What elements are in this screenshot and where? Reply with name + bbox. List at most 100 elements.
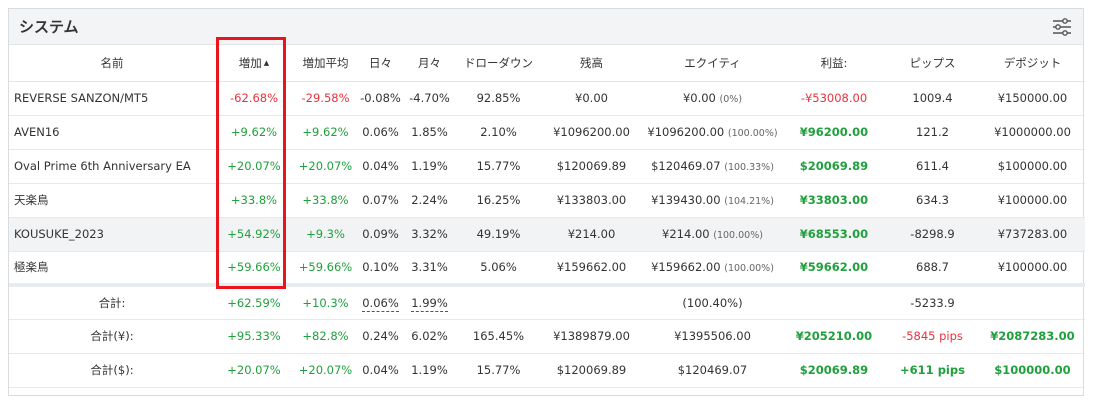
sliders-icon[interactable]: [1051, 17, 1073, 37]
daily-value: 0.09%: [358, 217, 403, 252]
total-deposit: ¥2087283.00: [980, 319, 1085, 354]
equity-cell: ¥1096200.00 (100.00%): [642, 115, 783, 150]
table-row[interactable]: AVEN16 +9.62% +9.62% 0.06% 1.85% 2.10% ¥…: [9, 115, 1085, 150]
col-header-monthly[interactable]: 月々: [403, 45, 456, 82]
equity-cell: $120469.07 (100.33%): [642, 149, 783, 184]
total-balance: ¥1389879.00: [541, 319, 642, 354]
table-row[interactable]: KOUSUKE_2023 +54.92% +9.3% 0.09% 3.32% 4…: [9, 217, 1085, 252]
sort-ascending-icon: ▲: [263, 59, 270, 68]
col-header-increase-avg[interactable]: 増加平均: [293, 45, 358, 82]
total-balance: [541, 285, 642, 320]
col-header-drawdown[interactable]: ドローダウン: [456, 45, 541, 82]
total-pips: -5845 pips: [885, 319, 980, 354]
profit-value: -¥53008.00: [783, 81, 885, 116]
total-monthly[interactable]: 1.99%: [411, 295, 448, 312]
drawdown-value: 5.06%: [456, 251, 541, 287]
deposit-value: ¥100000.00: [980, 183, 1085, 218]
total-increase: +20.07%: [215, 353, 293, 388]
col-header-increase[interactable]: 増加 ▲: [215, 45, 293, 82]
pips-value: 121.2: [885, 115, 980, 150]
drawdown-value: 2.10%: [456, 115, 541, 150]
equity-percent: (100.00%): [713, 230, 763, 241]
system-name[interactable]: 極楽鳥: [9, 251, 215, 287]
table-row[interactable]: 天楽鳥 +33.8% +33.8% 0.07% 2.24% 16.25% ¥13…: [9, 183, 1085, 218]
total-drawdown: [456, 285, 541, 320]
total-profit: ¥205210.00: [783, 319, 885, 354]
panel-header: システム: [9, 9, 1083, 45]
monthly-value: 2.24%: [403, 183, 456, 218]
col-header-daily[interactable]: 日々: [358, 45, 403, 82]
monthly-value: 3.32%: [403, 217, 456, 252]
system-name[interactable]: AVEN16: [9, 115, 215, 150]
equity-percent: (100.00%): [727, 128, 778, 139]
increase-value: +9.62%: [215, 115, 293, 150]
totals-row-usd: 合計($): +20.07% +20.07% 0.04% 1.19% 15.77…: [9, 353, 1085, 388]
col-header-name[interactable]: 名前: [9, 45, 215, 82]
equity-value: ¥139430.00: [651, 193, 721, 207]
daily-value: 0.10%: [358, 251, 403, 287]
table-row[interactable]: 極楽鳥 +59.66% +59.66% 0.10% 3.31% 5.06% ¥1…: [9, 251, 1085, 287]
increase-avg-value: +9.3%: [293, 217, 358, 252]
totals-row-yen: 合計(¥): +95.33% +82.8% 0.24% 6.02% 165.45…: [9, 319, 1085, 354]
table-header-row: 名前 増加 ▲ 増加平均 日々 月々 ドローダウン 残高 エクイティ 利益: ピッ…: [9, 45, 1085, 82]
system-name[interactable]: Oval Prime 6th Anniversary EA: [9, 149, 215, 184]
table-row[interactable]: Oval Prime 6th Anniversary EA +20.07% +2…: [9, 149, 1085, 184]
profit-value: ¥33803.00: [783, 183, 885, 218]
systems-table: 名前 増加 ▲ 増加平均 日々 月々 ドローダウン 残高 エクイティ 利益: ピッ…: [9, 45, 1085, 388]
table-row[interactable]: REVERSE SANZON/MT5 -62.68% -29.58% -0.08…: [9, 81, 1085, 116]
daily-value: 0.04%: [358, 149, 403, 184]
total-increase: +95.33%: [215, 319, 293, 354]
total-equity: ¥1395506.00: [642, 319, 783, 354]
increase-avg-value: +59.66%: [293, 251, 358, 287]
total-increase: +62.59%: [215, 285, 293, 320]
total-monthly-cell: 1.99%: [403, 285, 456, 320]
profit-value: ¥59662.00: [783, 251, 885, 287]
increase-value: +59.66%: [215, 251, 293, 287]
totals-label: 合計(¥):: [9, 319, 215, 354]
total-profit: [783, 285, 885, 320]
col-header-profit[interactable]: 利益:: [783, 45, 885, 82]
col-header-pips[interactable]: ピップス: [885, 45, 980, 82]
equity-cell: ¥0.00 (0%): [642, 81, 783, 116]
monthly-value: 1.85%: [403, 115, 456, 150]
total-deposit: [980, 285, 1085, 320]
drawdown-value: 15.77%: [456, 149, 541, 184]
total-daily[interactable]: 0.06%: [362, 295, 399, 312]
system-name[interactable]: KOUSUKE_2023: [9, 217, 215, 252]
total-pips: -5233.9: [885, 285, 980, 320]
balance-value: ¥1096200.00: [541, 115, 642, 150]
deposit-value: ¥150000.00: [980, 81, 1085, 116]
equity-percent: (104.21%): [724, 196, 774, 207]
total-increase-avg: +82.8%: [293, 319, 358, 354]
deposit-value: ¥100000.00: [980, 251, 1085, 287]
total-equity: (100.40%): [642, 285, 783, 320]
panel-title: システム: [19, 18, 79, 36]
profit-value: ¥96200.00: [783, 115, 885, 150]
increase-value: +20.07%: [215, 149, 293, 184]
increase-avg-value: +33.8%: [293, 183, 358, 218]
total-monthly: 1.19%: [403, 353, 456, 388]
total-drawdown: 15.77%: [456, 353, 541, 388]
balance-value: ¥133803.00: [541, 183, 642, 218]
daily-value: 0.06%: [358, 115, 403, 150]
total-increase-avg: +20.07%: [293, 353, 358, 388]
total-monthly: 6.02%: [403, 319, 456, 354]
total-increase-avg: +10.3%: [293, 285, 358, 320]
col-header-equity[interactable]: エクイティ: [642, 45, 783, 82]
system-name[interactable]: 天楽鳥: [9, 183, 215, 218]
total-drawdown: 165.45%: [456, 319, 541, 354]
increase-avg-value: +20.07%: [293, 149, 358, 184]
total-pips: +611 pips: [885, 353, 980, 388]
deposit-value: $100000.00: [980, 149, 1085, 184]
totals-row: 合計: +62.59% +10.3% 0.06% 1.99% (100.40%)…: [9, 285, 1085, 320]
equity-value: ¥214.00: [662, 227, 710, 241]
total-daily: 0.24%: [358, 319, 403, 354]
col-header-balance[interactable]: 残高: [541, 45, 642, 82]
system-name[interactable]: REVERSE SANZON/MT5: [9, 81, 215, 116]
pips-value: 611.4: [885, 149, 980, 184]
equity-percent: (100.00%): [724, 263, 774, 275]
monthly-value: -4.70%: [403, 81, 456, 116]
equity-cell: ¥159662.00 (100.00%): [642, 251, 783, 287]
totals-label: 合計($):: [9, 353, 215, 388]
col-header-deposit[interactable]: デポジット: [980, 45, 1085, 82]
